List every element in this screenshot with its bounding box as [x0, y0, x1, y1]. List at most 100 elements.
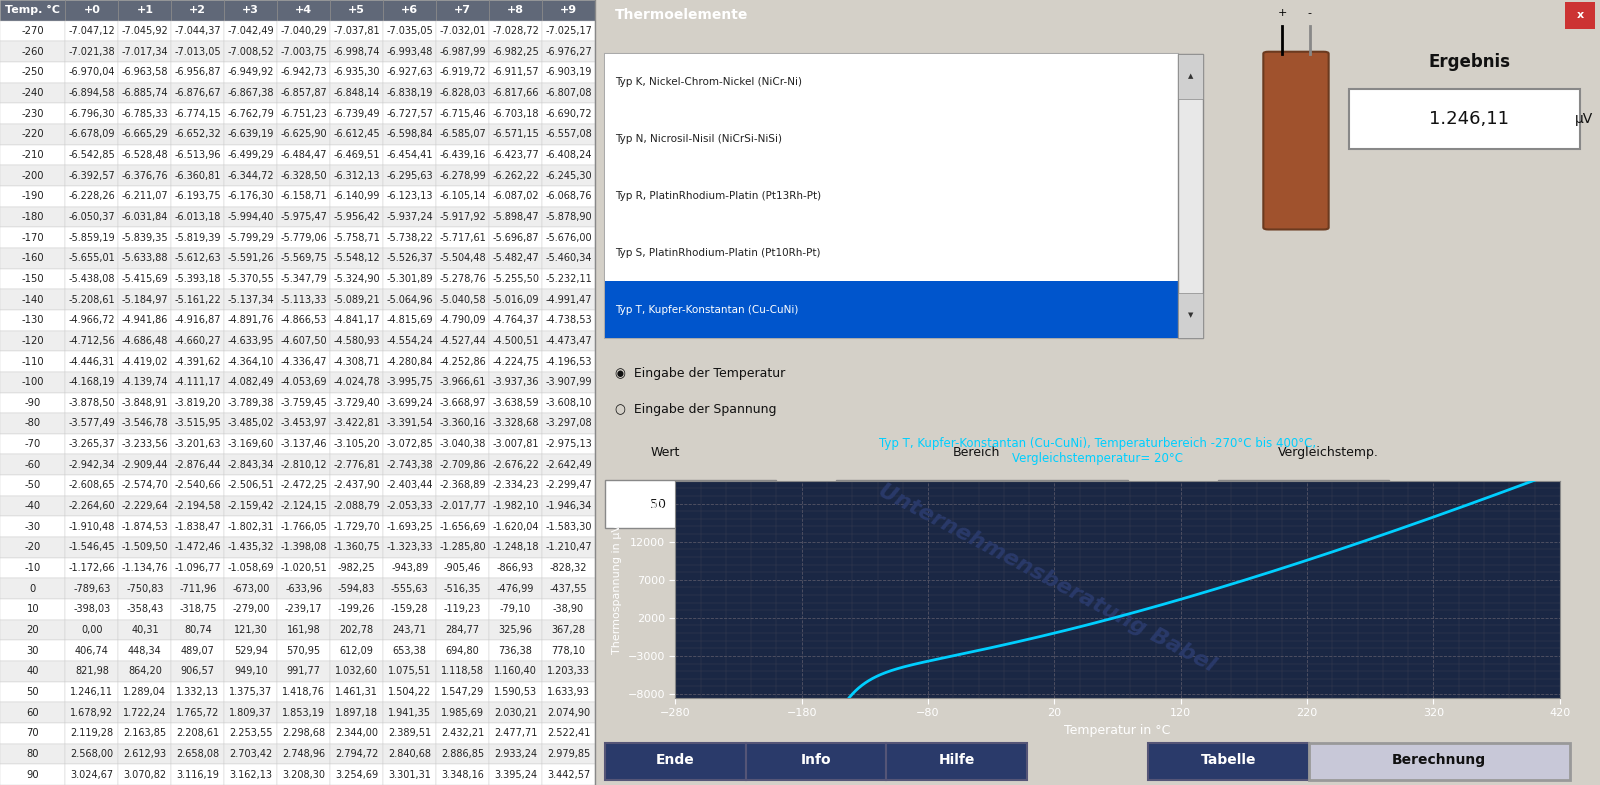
Text: 367,28: 367,28 [552, 625, 586, 635]
Bar [490, 579, 542, 599]
Text: +: + [1277, 8, 1286, 18]
Text: -1.435,32: -1.435,32 [227, 542, 274, 553]
Bar [277, 743, 330, 765]
Text: Vergleichstemp.: Vergleichstemp. [1278, 446, 1379, 459]
Bar [118, 434, 171, 455]
Text: 1.289,04: 1.289,04 [123, 687, 166, 697]
Text: -190: -190 [21, 192, 45, 201]
Bar [490, 681, 542, 703]
Text: -6.982,25: -6.982,25 [493, 46, 539, 57]
Bar [0, 743, 66, 765]
Text: -1.285,80: -1.285,80 [440, 542, 486, 553]
Text: -2.843,34: -2.843,34 [227, 460, 274, 469]
Text: 40: 40 [27, 666, 38, 677]
Text: -2.909,44: -2.909,44 [122, 460, 168, 469]
Text: -5.064,96: -5.064,96 [387, 294, 434, 305]
Bar [171, 496, 224, 517]
Bar [542, 599, 595, 619]
Text: 202,78: 202,78 [339, 625, 374, 635]
Text: -2.975,13: -2.975,13 [546, 439, 592, 449]
Text: 0,00: 0,00 [82, 625, 102, 635]
Text: -7.013,05: -7.013,05 [174, 46, 221, 57]
Bar [66, 42, 118, 62]
Text: Typ T, Kupfer-Konstantan (Cu-CuNi): Typ T, Kupfer-Konstantan (Cu-CuNi) [614, 305, 798, 315]
Bar [118, 20, 171, 42]
Text: -5.676,00: -5.676,00 [546, 232, 592, 243]
FancyBboxPatch shape [1147, 743, 1309, 780]
Bar [542, 372, 595, 392]
Text: -119,23: -119,23 [443, 604, 482, 615]
Bar [490, 496, 542, 517]
Bar [171, 599, 224, 619]
Bar [0, 619, 66, 641]
Text: 50: 50 [650, 498, 666, 510]
Text: -4.024,78: -4.024,78 [333, 377, 381, 387]
Text: -240: -240 [21, 88, 43, 98]
Bar [330, 765, 382, 785]
Bar [1218, 480, 1389, 528]
Bar [490, 42, 542, 62]
Bar [66, 641, 118, 661]
Text: -4.111,17: -4.111,17 [174, 377, 221, 387]
Text: -6.903,19: -6.903,19 [546, 68, 592, 77]
Bar [437, 413, 490, 434]
Text: -1.323,33: -1.323,33 [387, 542, 434, 553]
Bar [277, 681, 330, 703]
Text: 1.678,92: 1.678,92 [70, 708, 114, 717]
Bar [490, 743, 542, 765]
Bar [330, 104, 382, 124]
Text: -130: -130 [21, 316, 43, 325]
Text: 1.985,69: 1.985,69 [442, 708, 485, 717]
Bar [437, 20, 490, 42]
Text: -2.608,65: -2.608,65 [69, 480, 115, 491]
Text: -6.857,87: -6.857,87 [280, 88, 326, 98]
Bar [0, 42, 66, 62]
Text: -3.040,38: -3.040,38 [440, 439, 486, 449]
Bar [118, 166, 171, 186]
Text: -1.693,25: -1.693,25 [386, 522, 434, 531]
Text: -1.982,10: -1.982,10 [493, 501, 539, 511]
Text: -2.472,25: -2.472,25 [280, 480, 328, 491]
Text: -5.504,48: -5.504,48 [440, 254, 486, 263]
Bar [437, 599, 490, 619]
Text: 2.522,41: 2.522,41 [547, 728, 590, 739]
Text: 3.024,67: 3.024,67 [70, 769, 114, 780]
Text: -5.208,61: -5.208,61 [69, 294, 115, 305]
Text: -6.344,72: -6.344,72 [227, 170, 274, 181]
Text: 3.348,16: 3.348,16 [442, 769, 485, 780]
Bar [382, 723, 437, 743]
Text: 906,57: 906,57 [181, 666, 214, 677]
Bar [224, 268, 277, 289]
Bar [490, 558, 542, 579]
Bar [542, 517, 595, 537]
Text: -5.089,21: -5.089,21 [333, 294, 381, 305]
Text: -398,03: -398,03 [74, 604, 110, 615]
Bar [118, 681, 171, 703]
Text: -6.528,48: -6.528,48 [122, 150, 168, 160]
Bar [66, 455, 118, 475]
Bar [171, 62, 224, 82]
Bar [277, 144, 330, 166]
Bar [605, 225, 1178, 281]
Text: -6.625,90: -6.625,90 [280, 130, 326, 139]
Text: -6.690,72: -6.690,72 [546, 108, 592, 119]
Text: Tabelle: Tabelle [1200, 753, 1256, 767]
Bar [542, 496, 595, 517]
Bar [0, 475, 66, 496]
Text: °C: °C [1398, 499, 1413, 509]
Text: 1.375,37: 1.375,37 [229, 687, 272, 697]
Text: 3.208,30: 3.208,30 [282, 769, 325, 780]
Bar [118, 661, 171, 681]
Text: -905,46: -905,46 [443, 563, 482, 573]
Bar [330, 599, 382, 619]
Text: -4.738,53: -4.738,53 [546, 316, 592, 325]
Text: -4.224,75: -4.224,75 [493, 356, 539, 367]
Text: -437,55: -437,55 [550, 584, 587, 593]
Text: 284,77: 284,77 [445, 625, 480, 635]
Bar [66, 558, 118, 579]
Bar [118, 82, 171, 104]
Text: -6.105,14: -6.105,14 [440, 192, 486, 201]
Bar [171, 558, 224, 579]
Text: -2.506,51: -2.506,51 [227, 480, 274, 491]
Text: -789,63: -789,63 [74, 584, 110, 593]
